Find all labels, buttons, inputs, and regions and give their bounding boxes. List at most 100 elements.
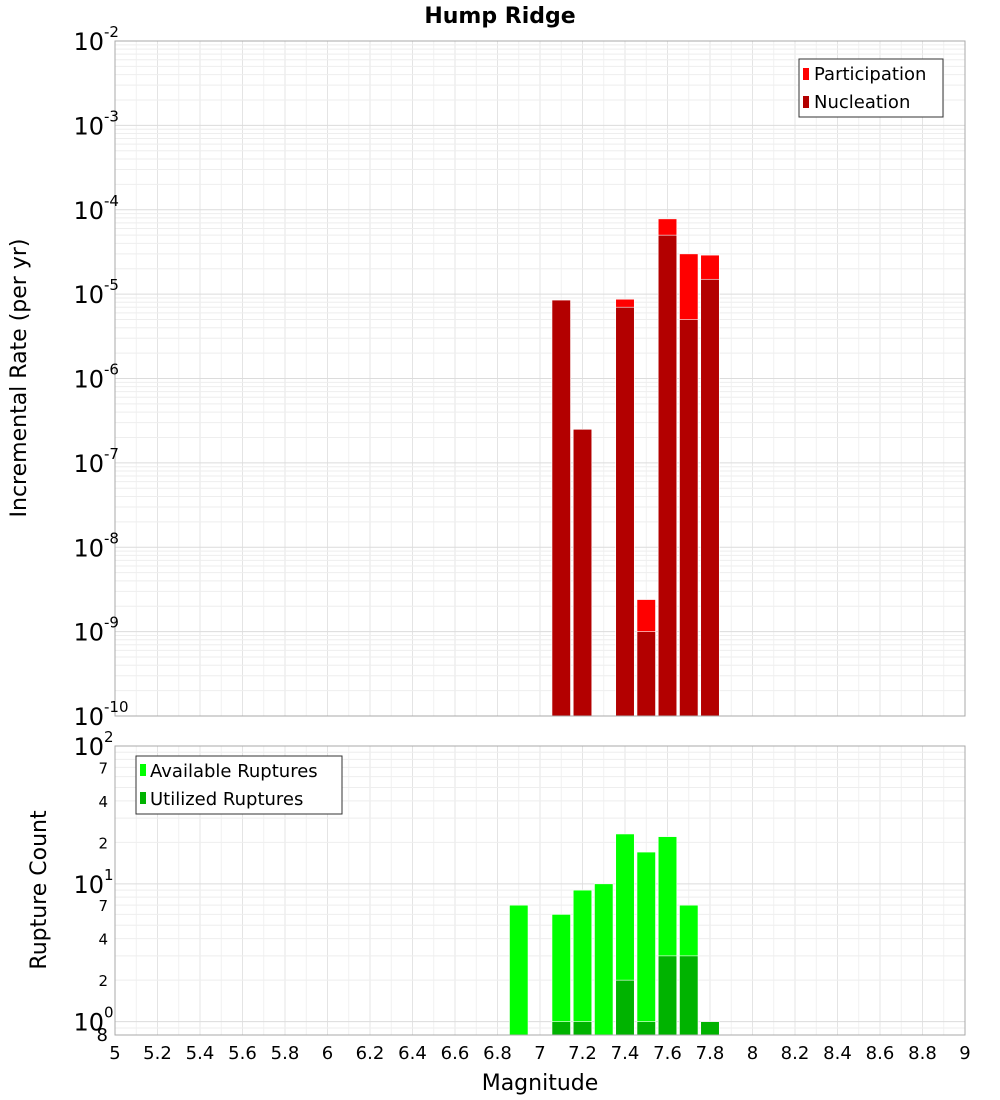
- legend-label-nucleation: Nucleation: [814, 92, 910, 113]
- bar-utilized-ruptures-7-4: [615, 979, 635, 1036]
- top-y-axis-label: Incremental Rate (per yr): [7, 239, 32, 518]
- bar-available-ruptures-6-9: [509, 904, 529, 1036]
- x-tick-labels: 5 5.2 5.4 5.6 5.8 6 6.2 6.4 6.6 6.8 7 7.2 7.4 7.6 7.8 8…: [109, 1043, 970, 1064]
- y-tick-label: 10 -3: [73, 107, 119, 140]
- y-tick-base: 10: [73, 534, 104, 562]
- y-tick-exponent: -2: [104, 23, 119, 41]
- y-minor-tick-label: 4: [98, 793, 108, 811]
- y-tick-exponent: -4: [104, 192, 119, 210]
- bar-utilized-ruptures-7-1: [551, 1021, 571, 1036]
- y-tick-exponent: -6: [104, 361, 119, 379]
- y-tick-exponent: 2: [104, 728, 114, 746]
- bar-utilized-ruptures-7-2: [572, 1021, 593, 1036]
- bar-nucleation-7-5: [636, 631, 656, 717]
- legend-label-utilized-ruptures: Utilized Ruptures: [150, 789, 303, 810]
- y-tick-exponent: -7: [104, 445, 119, 463]
- x-tick-label: 8.8: [908, 1043, 937, 1064]
- bottom-legend-box: [135, 755, 343, 815]
- legend-label-participation: Participation: [814, 64, 926, 85]
- bottom-plot-bars: [509, 833, 720, 1036]
- x-tick-label: 5.4: [186, 1043, 215, 1064]
- y-tick-base: 10: [73, 871, 104, 899]
- legend-swatch-utilized-ruptures: [140, 792, 146, 804]
- y-tick-label: 10 -9: [73, 614, 119, 647]
- bar-utilized-ruptures-7-7: [679, 955, 699, 1036]
- x-tick-label: 8: [747, 1043, 758, 1064]
- bar-utilized-ruptures-7-5: [636, 1021, 656, 1036]
- bottom-legend: Available Ruptures Utilized Ruptures: [135, 755, 343, 815]
- x-tick-label: 5.8: [271, 1043, 300, 1064]
- bar-nucleation-7-2: [572, 428, 593, 717]
- x-axis-label: Magnitude: [482, 1071, 599, 1096]
- y-minor-tick-label: 4: [98, 931, 108, 949]
- bar-utilized-ruptures-7-8: [700, 1021, 720, 1036]
- chart-title: Hump Ridge: [424, 4, 575, 29]
- y-tick-label: 10 -5: [73, 276, 119, 309]
- y-tick-exponent: 0: [104, 1004, 114, 1022]
- y-tick-base: 10: [73, 112, 104, 140]
- y-tick-label: 10 -2: [73, 23, 119, 56]
- x-tick-label: 9: [959, 1043, 970, 1064]
- bar-nucleation-7-8: [700, 278, 720, 717]
- bottom-plot-frame: [114, 745, 966, 1036]
- y-tick-exponent: -3: [104, 107, 119, 125]
- legend-label-available-ruptures: Available Ruptures: [150, 761, 318, 782]
- y-tick-label: 10 2: [73, 728, 113, 761]
- y-tick-label: 10 1: [73, 866, 113, 899]
- y-tick-exponent: -9: [104, 614, 119, 632]
- legend-swatch-participation: [803, 68, 809, 80]
- bar-nucleation-7-1: [551, 299, 571, 717]
- x-tick-label: 6.8: [483, 1043, 512, 1064]
- y-minor-tick-label: 8: [97, 1025, 108, 1046]
- top-plot-grid: [115, 40, 965, 717]
- y-minor-tick-label: 7: [98, 897, 108, 915]
- y-tick-base: 10: [73, 450, 104, 478]
- y-tick-base: 10: [73, 197, 104, 225]
- y-tick-exponent: -8: [104, 529, 119, 547]
- x-tick-label: 6.4: [398, 1043, 427, 1064]
- bar-available-ruptures-7-1: [551, 914, 571, 1036]
- legend-swatch-nucleation: [803, 96, 809, 108]
- bar-available-ruptures-7-3: [594, 883, 614, 1036]
- x-tick-label: 7.4: [611, 1043, 640, 1064]
- x-tick-label: 7.6: [653, 1043, 682, 1064]
- x-tick-label: 7: [534, 1043, 545, 1064]
- bar-nucleation-7-7: [679, 319, 699, 717]
- top-legend: Participation Nucleation: [798, 58, 944, 118]
- bar-nucleation-7-6: [657, 234, 678, 717]
- y-minor-tick-label: 2: [98, 972, 108, 990]
- y-tick-base: 10: [73, 28, 104, 56]
- x-tick-label: 6: [322, 1043, 333, 1064]
- top-plot-frame: [114, 40, 966, 717]
- y-tick-exponent: -10: [104, 698, 129, 716]
- y-minor-tick-label: 7: [98, 759, 108, 777]
- x-tick-label: 8.6: [866, 1043, 895, 1064]
- bar-utilized-ruptures-7-6: [657, 955, 678, 1036]
- y-tick-base: 10: [73, 1009, 104, 1037]
- y-tick-base: 10: [73, 281, 104, 309]
- y-tick-base: 10: [73, 619, 104, 647]
- x-tick-label: 8.2: [781, 1043, 810, 1064]
- bar-available-ruptures-7-5: [636, 851, 656, 1036]
- bar-nucleation-7-4: [615, 306, 635, 717]
- y-tick-base: 10: [73, 366, 104, 394]
- y-tick-label: 10 -8: [73, 529, 119, 562]
- y-tick-base: 10: [73, 703, 104, 731]
- y-tick-label: 10 -7: [73, 445, 119, 478]
- bar-available-ruptures-7-2: [572, 889, 593, 1036]
- x-tick-label: 7.8: [696, 1043, 725, 1064]
- y-minor-tick-label: 2: [98, 834, 108, 852]
- x-tick-label: 7.2: [568, 1043, 597, 1064]
- x-tick-label: 5.2: [143, 1043, 172, 1064]
- bottom-y-axis-label: Rupture Count: [27, 810, 52, 970]
- y-tick-exponent: 1: [104, 866, 114, 884]
- y-tick-label: 10 -4: [73, 192, 119, 225]
- x-tick-label: 8.4: [823, 1043, 852, 1064]
- y-tick-label: 10 0: [73, 1004, 113, 1037]
- x-tick-label: 6.6: [441, 1043, 470, 1064]
- y-tick-exponent: -5: [104, 276, 119, 294]
- x-tick-label: 5: [109, 1043, 120, 1064]
